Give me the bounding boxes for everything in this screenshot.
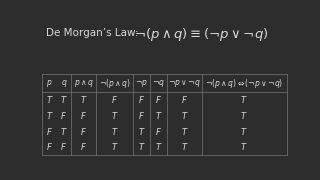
Text: $T$: $T$ (60, 94, 68, 105)
Text: $T$: $T$ (111, 110, 119, 121)
Text: $q$: $q$ (60, 78, 67, 89)
Text: $F$: $F$ (111, 94, 118, 105)
Text: $F$: $F$ (139, 110, 145, 121)
Text: $T$: $T$ (240, 141, 248, 152)
Text: $T$: $T$ (111, 141, 119, 152)
Text: $F$: $F$ (181, 94, 188, 105)
Text: $F$: $F$ (46, 141, 53, 152)
Text: $\neg q$: $\neg q$ (152, 78, 165, 89)
Text: $F$: $F$ (80, 126, 87, 137)
Text: $T$: $T$ (155, 110, 163, 121)
Text: $F$: $F$ (80, 141, 87, 152)
Text: $F$: $F$ (139, 94, 145, 105)
Text: $T$: $T$ (240, 126, 248, 137)
Text: $F$: $F$ (46, 126, 53, 137)
Text: $T$: $T$ (46, 94, 53, 105)
Text: $F$: $F$ (156, 94, 163, 105)
Text: $p$: $p$ (46, 78, 53, 89)
Text: $\neg(p \wedge q)$: $\neg(p \wedge q)$ (99, 77, 131, 90)
Text: $F$: $F$ (80, 110, 87, 121)
Text: $\neg p \vee \neg q$: $\neg p \vee \neg q$ (168, 78, 201, 89)
Text: De Morgan’s Law:: De Morgan’s Law: (46, 28, 139, 38)
Text: $T$: $T$ (138, 126, 146, 137)
Text: $\neg p$: $\neg p$ (135, 78, 148, 89)
Text: $F$: $F$ (60, 141, 67, 152)
Text: $\neg(p \wedge q) \Leftrightarrow (\neg p \vee \neg q)$: $\neg(p \wedge q) \Leftrightarrow (\neg … (205, 77, 283, 90)
Text: $F$: $F$ (60, 110, 67, 121)
Text: $T$: $T$ (181, 110, 188, 121)
Text: $T$: $T$ (111, 126, 119, 137)
Text: $\neg(p \wedge q) \equiv (\neg p \vee \neg q)$: $\neg(p \wedge q) \equiv (\neg p \vee \n… (134, 26, 269, 43)
Text: $F$: $F$ (156, 126, 163, 137)
Text: $T$: $T$ (181, 126, 188, 137)
Text: $T$: $T$ (138, 141, 146, 152)
Text: $T$: $T$ (155, 141, 163, 152)
Text: $T$: $T$ (60, 126, 68, 137)
Text: $p \wedge q$: $p \wedge q$ (74, 78, 94, 89)
Text: $T$: $T$ (80, 94, 87, 105)
Text: $T$: $T$ (46, 110, 53, 121)
Text: $T$: $T$ (240, 110, 248, 121)
Text: $T$: $T$ (240, 94, 248, 105)
Text: $T$: $T$ (181, 141, 188, 152)
